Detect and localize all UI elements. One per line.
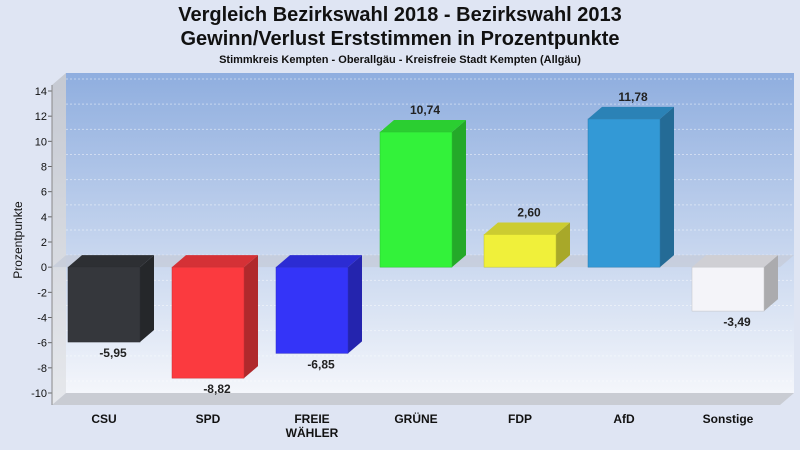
bar-top — [68, 255, 154, 268]
bar-front — [275, 266, 349, 354]
bar-top — [484, 222, 570, 235]
bar-top — [380, 120, 466, 133]
x-tick-label: GRÜNE — [394, 411, 437, 426]
y-tick-label: -10 — [31, 388, 47, 400]
bar-front — [691, 266, 765, 312]
y-tick-label: 8 — [41, 162, 47, 174]
plot-floor — [52, 393, 794, 405]
y-tick-label: 4 — [41, 212, 47, 224]
data-label: 10,74 — [410, 103, 440, 117]
bar-top — [172, 255, 258, 268]
bar-3 — [379, 120, 466, 268]
bar-side — [660, 106, 674, 268]
bar-6 — [691, 255, 778, 312]
bar-5 — [587, 106, 674, 268]
y-tick-label: -6 — [37, 338, 47, 350]
bar-front — [379, 131, 453, 268]
bar-side — [348, 255, 362, 354]
y-tick-label: 0 — [41, 262, 47, 274]
bar-top — [588, 106, 674, 119]
x-tick-label: FDP — [508, 412, 532, 426]
y-tick-label: -2 — [37, 287, 47, 299]
bar-side — [140, 255, 154, 343]
bar-front — [483, 234, 557, 268]
x-tick-label: WÄHLER — [286, 425, 339, 440]
bar-top — [692, 255, 778, 268]
bar-side — [764, 255, 778, 312]
x-tick-label: SPD — [196, 412, 221, 426]
bar-side — [452, 120, 466, 268]
x-tick-label: Sonstige — [703, 412, 754, 426]
bar-front — [67, 266, 141, 343]
y-tick-label: -8 — [37, 363, 47, 375]
chart-title-line2: Gewinn/Verlust Erststimmen in Prozentpun… — [180, 28, 620, 50]
bar-0 — [67, 255, 154, 343]
data-label: 11,78 — [618, 90, 648, 104]
data-label: -8,82 — [203, 382, 231, 396]
bar-side — [556, 222, 570, 268]
y-tick-label: -4 — [37, 313, 47, 325]
bar-front — [171, 266, 245, 379]
x-tick-label: FREIE — [294, 412, 329, 426]
y-axis-label: Prozentpunkte — [11, 201, 25, 279]
bar-2 — [275, 255, 362, 354]
data-label: -5,95 — [99, 346, 127, 360]
plot-side-wall — [52, 73, 66, 405]
x-tick-label: CSU — [91, 412, 116, 426]
bar-1 — [171, 255, 258, 379]
bar-4 — [483, 222, 570, 268]
data-label: 2,60 — [517, 205, 541, 219]
y-tick-label: 10 — [35, 136, 47, 148]
bar-front — [587, 118, 661, 268]
x-tick-label: AfD — [613, 412, 635, 426]
chart-title-line1: Vergleich Bezirkswahl 2018 - Bezirkswahl… — [178, 4, 622, 26]
bar-side — [244, 255, 258, 379]
y-tick-label: 6 — [41, 187, 47, 199]
data-label: -6,85 — [307, 357, 335, 371]
y-tick-label: 2 — [41, 237, 47, 249]
data-label: -3,49 — [723, 315, 751, 329]
y-tick-label: 12 — [35, 111, 47, 123]
y-tick-label: 14 — [35, 86, 47, 98]
chart-subtitle: Stimmkreis Kempten - Oberallgäu - Kreisf… — [219, 54, 581, 66]
bar-top — [276, 255, 362, 268]
